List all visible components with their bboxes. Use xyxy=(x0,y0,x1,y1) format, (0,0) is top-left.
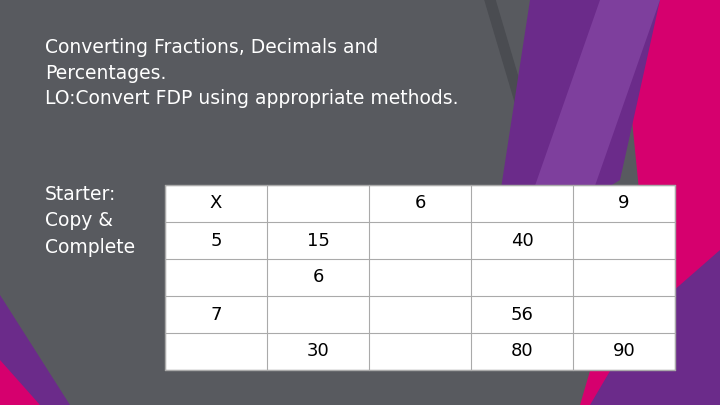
Text: 80: 80 xyxy=(510,343,534,360)
Text: 7: 7 xyxy=(210,305,222,324)
Text: 6: 6 xyxy=(312,269,324,286)
Polygon shape xyxy=(0,295,70,405)
Polygon shape xyxy=(0,330,40,405)
Text: Starter:
Copy &
Complete: Starter: Copy & Complete xyxy=(45,185,135,257)
Text: 90: 90 xyxy=(613,343,635,360)
Polygon shape xyxy=(490,0,660,260)
Text: X: X xyxy=(210,194,222,213)
Text: 9: 9 xyxy=(618,194,630,213)
Polygon shape xyxy=(590,250,720,405)
Polygon shape xyxy=(580,0,720,405)
Text: 5: 5 xyxy=(210,232,222,249)
Text: Converting Fractions, Decimals and
Percentages.
LO:Convert FDP using appropriate: Converting Fractions, Decimals and Perce… xyxy=(45,38,459,109)
Text: 40: 40 xyxy=(510,232,534,249)
Text: 30: 30 xyxy=(307,343,329,360)
Text: 15: 15 xyxy=(307,232,330,249)
Text: 6: 6 xyxy=(414,194,426,213)
Polygon shape xyxy=(530,0,660,200)
Text: 56: 56 xyxy=(510,305,534,324)
Bar xyxy=(165,185,675,370)
